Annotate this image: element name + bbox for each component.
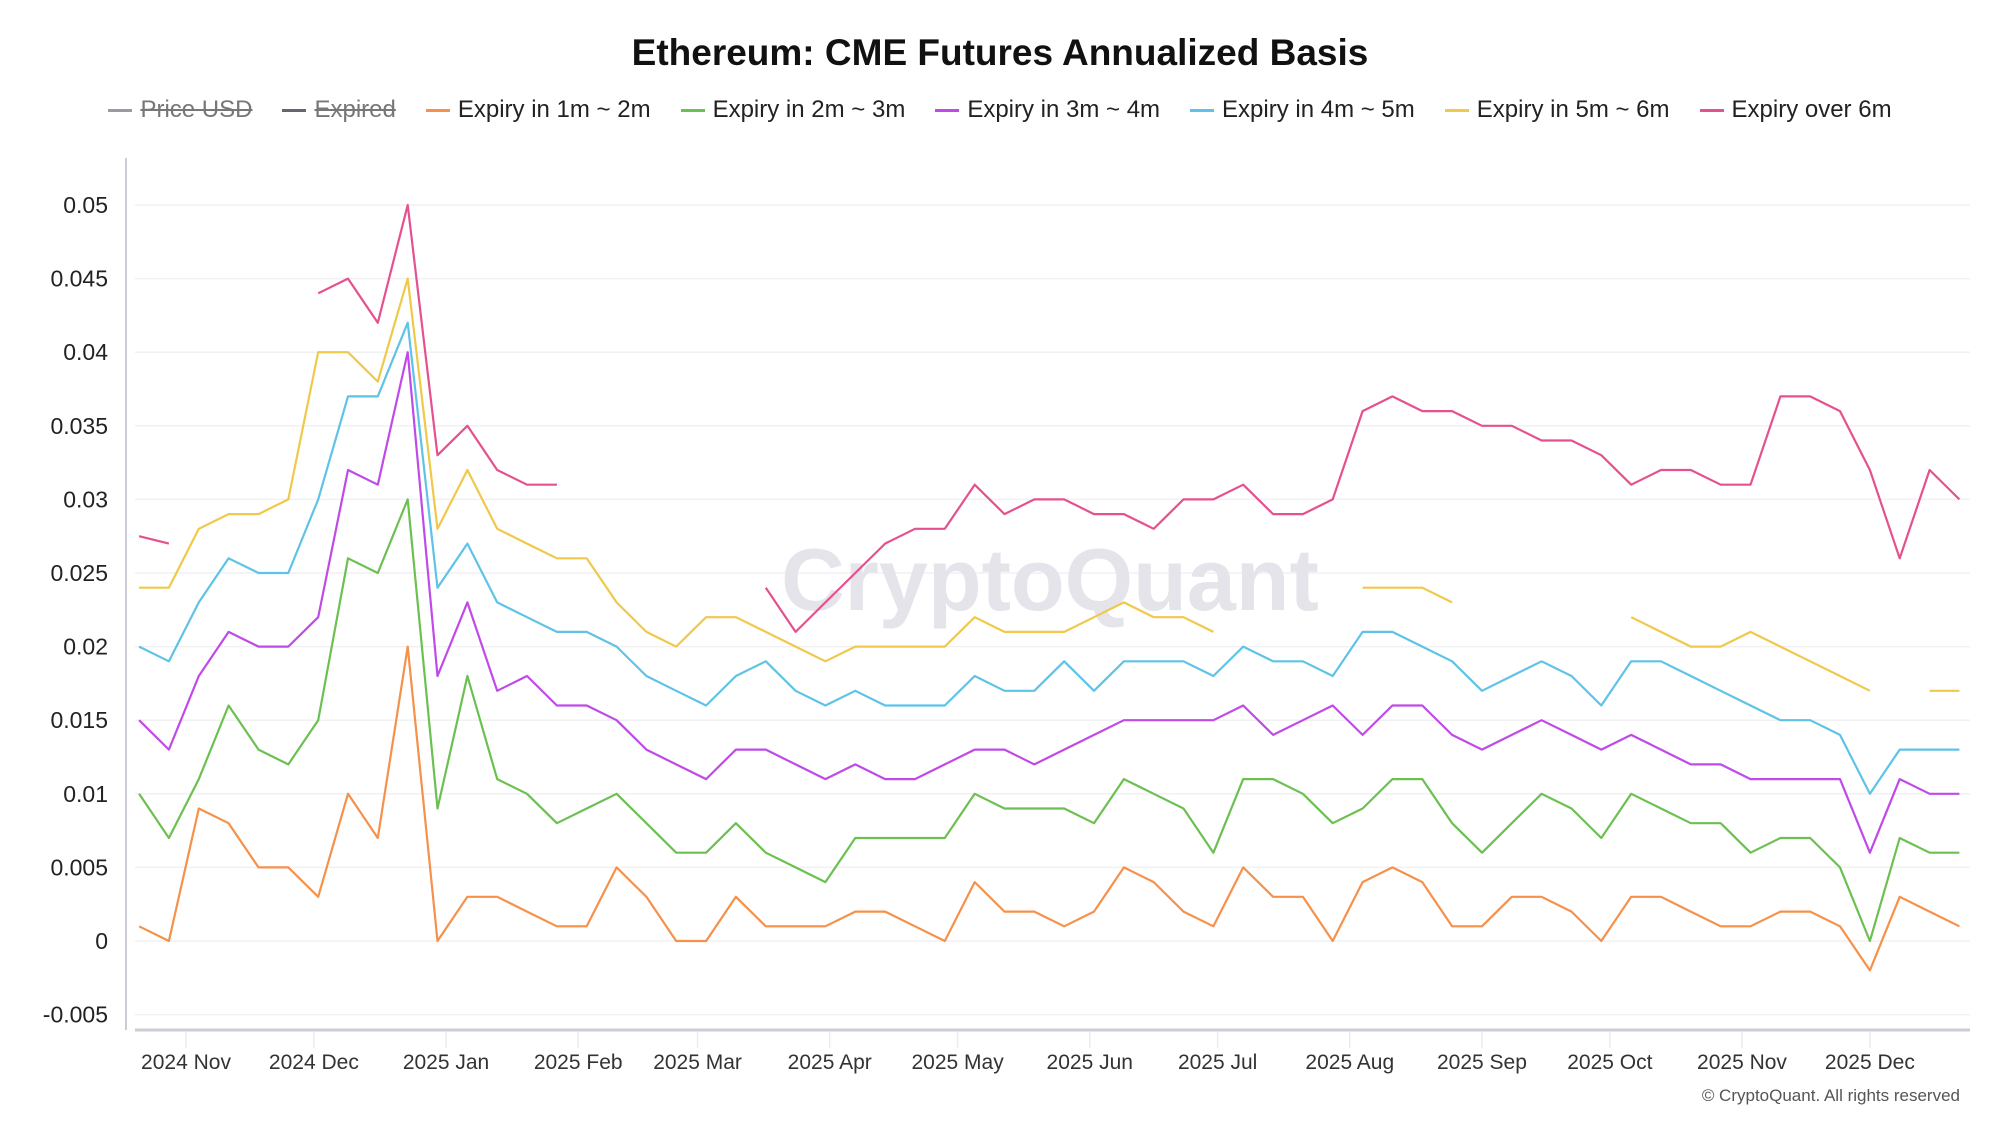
legend-swatch bbox=[680, 108, 705, 112]
x-tick-label: 2025 Oct bbox=[1567, 1051, 1652, 1074]
series-line-expiry-in-4m-5m bbox=[138, 321, 1960, 795]
legend-item[interactable]: Expiry in 2m ~ 3m bbox=[680, 96, 906, 124]
legend: Price USD Expired Expiry in 1m ~ 2m Expiry … bbox=[0, 96, 2000, 124]
legend-swatch bbox=[108, 108, 133, 112]
x-tick-label: 2025 Jan bbox=[403, 1051, 489, 1074]
series-line-expiry-in-5m-6m bbox=[139, 277, 1960, 692]
x-tick-label: 2025 Jul bbox=[1178, 1051, 1257, 1074]
y-tick-label: -0.005 bbox=[43, 1002, 108, 1028]
x-tick-label: 2025 May bbox=[911, 1051, 1004, 1074]
legend-label: Expiry over 6m bbox=[1731, 96, 1892, 123]
x-tick-label: 2025 Sep bbox=[1437, 1051, 1527, 1074]
legend-label: Expiry in 2m ~ 3m bbox=[712, 96, 906, 123]
chart-title: Ethereum: CME Futures Annualized Basis bbox=[631, 32, 1369, 73]
x-tick-label: 2025 Mar bbox=[653, 1051, 742, 1074]
x-tick-label: 2024 Nov bbox=[141, 1051, 231, 1074]
y-tick-label: 0.05 bbox=[63, 192, 108, 218]
legend-item[interactable]: Expiry in 1m ~ 2m bbox=[425, 96, 651, 124]
y-tick-label: 0.03 bbox=[63, 486, 108, 512]
legend-label: Expiry in 3m ~ 4m bbox=[967, 96, 1161, 123]
x-tick-label: 2025 Dec bbox=[1825, 1051, 1915, 1074]
legend-item[interactable]: Expiry in 5m ~ 6m bbox=[1444, 96, 1670, 124]
legend-swatch bbox=[1699, 108, 1724, 112]
legend-label: Expiry in 5m ~ 6m bbox=[1476, 96, 1670, 123]
y-tick-label: 0.005 bbox=[50, 854, 108, 880]
x-tick-label: 2025 Jun bbox=[1047, 1051, 1133, 1074]
legend-swatch bbox=[935, 108, 960, 112]
x-tick-label: 2025 Nov bbox=[1697, 1051, 1787, 1074]
y-tick-label: 0.025 bbox=[50, 560, 108, 586]
x-tick-label: 2025 Apr bbox=[788, 1051, 872, 1074]
legend-item[interactable]: Expiry over 6m bbox=[1699, 96, 1892, 124]
series-line-expiry-in-3m-4m bbox=[138, 351, 1960, 854]
y-tick-label: 0 bbox=[95, 928, 108, 954]
copyright: © CryptoQuant. All rights reserved bbox=[1701, 1086, 1960, 1105]
y-tick-label: 0.01 bbox=[63, 781, 108, 807]
legend-label: Expiry in 4m ~ 5m bbox=[1222, 96, 1415, 123]
legend-swatch bbox=[282, 108, 307, 112]
y-tick-label: 0.035 bbox=[50, 413, 108, 439]
legend-label: Expired bbox=[314, 96, 396, 123]
legend-label: Price USD bbox=[140, 96, 253, 123]
legend-swatch bbox=[425, 108, 450, 112]
legend-swatch bbox=[1444, 108, 1469, 112]
x-tick-label: 2025 Feb bbox=[534, 1051, 623, 1074]
watermark: CryptoQuant bbox=[781, 530, 1319, 629]
y-tick-label: 0.015 bbox=[50, 707, 108, 733]
legend-swatch bbox=[1190, 108, 1215, 112]
legend-item[interactable]: Expiry in 3m ~ 4m bbox=[935, 96, 1160, 124]
legend-item[interactable]: Expired bbox=[282, 96, 396, 124]
series-line-expiry-in-1m-2m bbox=[138, 645, 1960, 972]
x-tick-label: 2025 Aug bbox=[1305, 1051, 1394, 1074]
y-tick-label: 0.04 bbox=[63, 339, 108, 365]
y-tick-label: 0.02 bbox=[63, 634, 108, 660]
x-tick-label: 2024 Dec bbox=[269, 1051, 359, 1074]
series-line-expiry-in-2m-3m bbox=[138, 498, 1960, 943]
y-tick-labels: 0.05 0.045 0.04 0.035 0.03 0.025 0.02 0.015 0.01… bbox=[43, 192, 108, 1028]
x-tick-labels: 2024 Nov 2024 Dec 2025 Jan 2025 Feb 2025 Mar… bbox=[141, 1032, 1915, 1074]
series-lines bbox=[138, 203, 1961, 972]
legend-item[interactable]: Price USD bbox=[108, 96, 252, 124]
y-tick-label: 0.045 bbox=[50, 266, 108, 292]
legend-label: Expiry in 1m ~ 2m bbox=[457, 96, 651, 123]
legend-item[interactable]: Expiry in 4m ~ 5m bbox=[1190, 96, 1415, 124]
series-line-expiry-over-6m bbox=[138, 203, 1961, 633]
